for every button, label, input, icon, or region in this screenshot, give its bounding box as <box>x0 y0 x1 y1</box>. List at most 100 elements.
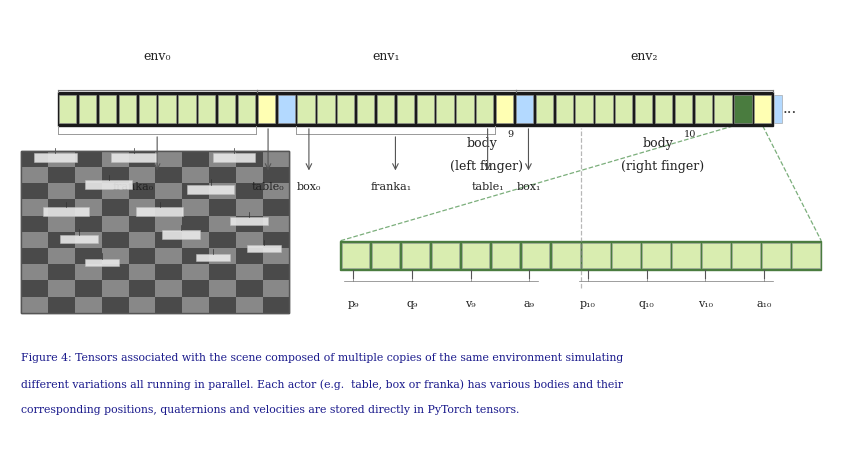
Text: p₉: p₉ <box>347 299 359 309</box>
Bar <box>75 216 101 232</box>
Bar <box>397 95 414 123</box>
Text: 9: 9 <box>507 130 513 140</box>
Bar <box>675 95 692 123</box>
Bar <box>236 151 262 167</box>
Bar <box>101 297 129 313</box>
Text: v₉: v₉ <box>465 299 476 309</box>
Text: env₁: env₁ <box>373 50 400 63</box>
Bar <box>101 151 129 167</box>
Bar <box>155 280 182 297</box>
Bar <box>236 199 262 216</box>
Bar <box>595 95 613 123</box>
Bar <box>337 95 354 123</box>
Bar <box>262 183 289 199</box>
Bar <box>694 95 711 123</box>
Text: (right finger): (right finger) <box>621 160 705 173</box>
Bar <box>187 184 234 194</box>
Bar <box>754 95 771 123</box>
Bar <box>21 216 48 232</box>
Bar <box>535 95 553 123</box>
Bar <box>155 151 182 167</box>
Bar <box>182 280 209 297</box>
Text: box₁: box₁ <box>517 182 540 192</box>
Bar <box>75 248 101 264</box>
Bar <box>552 243 580 268</box>
Bar <box>75 232 101 248</box>
Bar <box>155 199 182 216</box>
Bar <box>21 167 48 183</box>
Bar <box>522 243 550 268</box>
Bar <box>209 248 236 264</box>
Bar <box>21 183 48 199</box>
Text: q₁₀: q₁₀ <box>639 299 654 309</box>
Bar <box>774 95 781 123</box>
Bar <box>139 95 156 123</box>
Bar <box>60 95 77 123</box>
Bar <box>643 243 670 268</box>
Bar <box>85 259 119 266</box>
Bar <box>21 151 289 313</box>
Bar <box>21 248 48 264</box>
Bar <box>654 95 672 123</box>
Bar <box>258 95 275 123</box>
Bar <box>496 95 513 123</box>
Bar <box>101 183 129 199</box>
Bar <box>48 264 75 280</box>
Bar <box>48 248 75 264</box>
Bar <box>492 243 519 268</box>
Text: v₁₀: v₁₀ <box>698 299 713 309</box>
Bar <box>262 151 289 167</box>
Text: a₁₀: a₁₀ <box>757 299 772 309</box>
Bar <box>262 199 289 216</box>
Bar <box>129 232 155 248</box>
Bar <box>60 235 98 243</box>
Bar <box>209 183 236 199</box>
Bar <box>48 232 75 248</box>
Bar <box>111 153 157 162</box>
Bar <box>182 232 209 248</box>
Bar <box>75 151 101 167</box>
Text: env₂: env₂ <box>631 50 658 63</box>
Bar <box>209 264 236 280</box>
Bar <box>262 297 289 313</box>
Bar <box>136 207 183 216</box>
Bar <box>236 248 262 264</box>
Bar <box>155 167 182 183</box>
Bar <box>155 248 182 264</box>
Bar <box>129 248 155 264</box>
Bar <box>21 264 48 280</box>
Bar <box>155 297 182 313</box>
Text: p₁₀: p₁₀ <box>580 299 596 309</box>
Bar <box>101 232 129 248</box>
Bar <box>155 216 182 232</box>
Bar <box>456 95 473 123</box>
Bar <box>21 297 48 313</box>
Bar <box>155 264 182 280</box>
Bar <box>196 254 230 261</box>
Bar <box>372 243 399 268</box>
Bar <box>342 243 369 268</box>
Bar <box>237 95 255 123</box>
Bar <box>236 264 262 280</box>
Bar <box>182 167 209 183</box>
Bar <box>101 216 129 232</box>
Bar <box>129 199 155 216</box>
Bar <box>48 297 75 313</box>
Bar <box>182 216 209 232</box>
Bar <box>714 95 732 123</box>
Bar <box>182 297 209 313</box>
Bar <box>262 232 289 248</box>
Text: corresponding positions, quaternions and velocities are stored directly in PyTor: corresponding positions, quaternions and… <box>21 405 520 415</box>
Text: box₀: box₀ <box>297 182 321 192</box>
Text: ...: ... <box>783 102 797 116</box>
Bar <box>162 230 200 238</box>
Bar <box>43 207 89 216</box>
Bar <box>476 95 494 123</box>
Bar <box>213 153 255 162</box>
Bar <box>129 151 155 167</box>
Bar <box>75 297 101 313</box>
Bar <box>277 95 294 123</box>
Bar <box>462 243 489 268</box>
Text: table₀: table₀ <box>252 182 284 192</box>
Bar <box>119 95 136 123</box>
